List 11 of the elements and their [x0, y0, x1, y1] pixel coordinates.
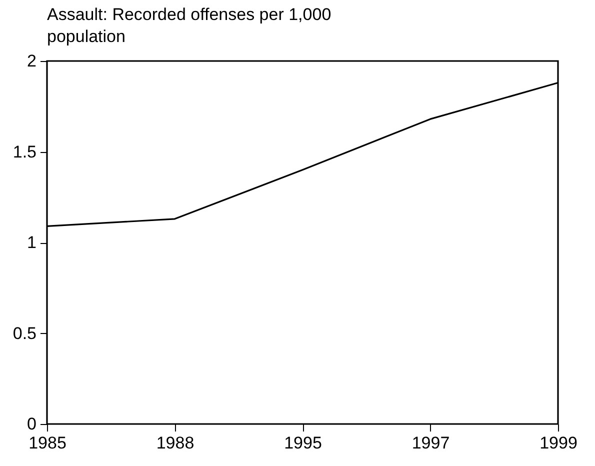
x-tick-label: 1999 [540, 434, 578, 452]
x-tick-label: 1988 [156, 434, 194, 452]
y-tick-label: 0 [27, 414, 36, 434]
y-tick-label: 2 [27, 52, 36, 70]
x-tick-label: 1997 [412, 434, 450, 452]
y-tick-label: 1.5 [12, 142, 36, 162]
chart-title: Assault: Recorded offenses per 1,000 population [47, 5, 332, 46]
y-tick-label: 1 [27, 233, 36, 252]
x-tick-label: 1995 [284, 434, 322, 452]
y-tick-label: 0.5 [12, 324, 36, 343]
x-tick-label: 1985 [28, 434, 66, 452]
